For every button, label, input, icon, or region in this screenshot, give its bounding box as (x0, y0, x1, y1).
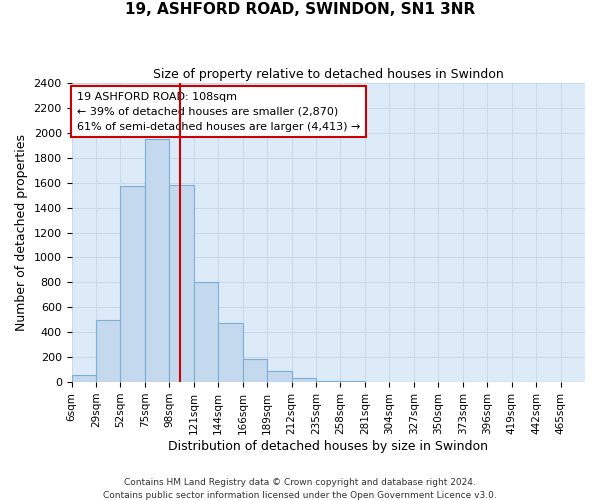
Bar (218, 323, 242, 382)
Bar (169, 184, 194, 382)
Bar (71, 375, 96, 382)
Bar (267, 371, 292, 382)
Text: Contains HM Land Registry data © Crown copyright and database right 2024.
Contai: Contains HM Land Registry data © Crown c… (103, 478, 497, 500)
Bar (292, 378, 316, 382)
Bar (145, 139, 169, 382)
Text: 19 ASHFORD ROAD: 108sqm
← 39% of detached houses are smaller (2,870)
61% of semi: 19 ASHFORD ROAD: 108sqm ← 39% of detache… (77, 92, 360, 132)
Bar (242, 359, 267, 382)
Bar (194, 282, 218, 382)
X-axis label: Distribution of detached houses by size in Swindon: Distribution of detached houses by size … (168, 440, 488, 452)
Text: 19, ASHFORD ROAD, SWINDON, SN1 3NR: 19, ASHFORD ROAD, SWINDON, SN1 3NR (125, 2, 475, 18)
Y-axis label: Number of detached properties: Number of detached properties (15, 134, 28, 331)
Title: Size of property relative to detached houses in Swindon: Size of property relative to detached ho… (153, 68, 503, 80)
Bar (96, 320, 121, 382)
Bar (121, 186, 145, 382)
